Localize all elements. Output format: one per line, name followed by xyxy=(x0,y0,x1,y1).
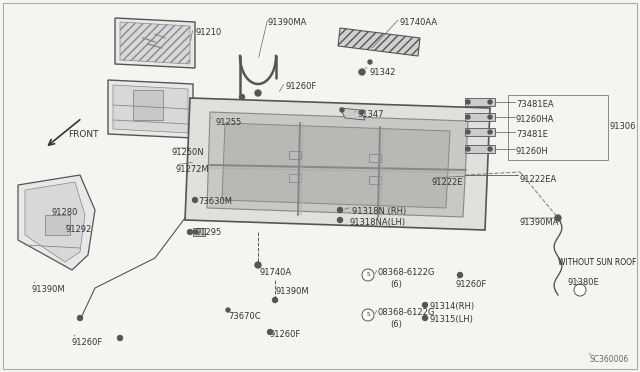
Text: 91272M: 91272M xyxy=(175,165,209,174)
Circle shape xyxy=(255,90,261,96)
Bar xyxy=(369,176,381,184)
Text: 91314(RH): 91314(RH) xyxy=(430,302,475,311)
Circle shape xyxy=(574,284,586,296)
Polygon shape xyxy=(18,175,95,270)
Text: 91306: 91306 xyxy=(610,122,637,131)
Text: (6): (6) xyxy=(390,280,402,289)
Text: 73481EA: 73481EA xyxy=(516,100,554,109)
Bar xyxy=(465,145,495,153)
Text: 91255: 91255 xyxy=(215,118,241,127)
Circle shape xyxy=(362,269,374,281)
Circle shape xyxy=(488,130,492,134)
Circle shape xyxy=(362,309,374,321)
Text: 91260F: 91260F xyxy=(72,338,103,347)
Text: 91280: 91280 xyxy=(52,208,78,217)
Circle shape xyxy=(255,262,261,268)
Text: 91260F: 91260F xyxy=(285,82,316,91)
Bar xyxy=(193,228,205,236)
Bar xyxy=(465,98,495,106)
Text: S: S xyxy=(366,312,370,317)
Text: 91250N: 91250N xyxy=(172,148,205,157)
Circle shape xyxy=(466,130,470,134)
Text: 91342: 91342 xyxy=(370,68,396,77)
Text: 91260HA: 91260HA xyxy=(516,115,554,124)
Bar xyxy=(508,95,608,160)
Text: 91318N (RH): 91318N (RH) xyxy=(352,207,406,216)
Text: WITHOUT SUN ROOF: WITHOUT SUN ROOF xyxy=(558,258,636,267)
Bar xyxy=(289,151,301,159)
Circle shape xyxy=(458,273,463,278)
Text: 91295: 91295 xyxy=(196,228,222,237)
Circle shape xyxy=(422,315,428,321)
Circle shape xyxy=(359,69,365,75)
Text: 91390M: 91390M xyxy=(32,285,66,294)
Text: 91292: 91292 xyxy=(66,225,92,234)
Polygon shape xyxy=(207,112,468,217)
Circle shape xyxy=(340,108,344,112)
Circle shape xyxy=(268,330,273,334)
Bar xyxy=(369,154,381,162)
Text: 91347: 91347 xyxy=(358,110,385,119)
Text: 91740AA: 91740AA xyxy=(400,18,438,27)
Circle shape xyxy=(337,208,342,212)
Circle shape xyxy=(488,100,492,104)
Circle shape xyxy=(193,198,198,202)
Text: 91380E: 91380E xyxy=(568,278,600,287)
Bar xyxy=(465,113,495,121)
Circle shape xyxy=(77,315,83,321)
Circle shape xyxy=(466,147,470,151)
Circle shape xyxy=(273,298,278,302)
Polygon shape xyxy=(120,22,190,64)
Text: 73481E: 73481E xyxy=(516,130,548,139)
Bar xyxy=(133,90,163,120)
Text: 08368-6122G: 08368-6122G xyxy=(378,308,435,317)
Circle shape xyxy=(239,94,244,99)
Text: 91390MA: 91390MA xyxy=(268,18,307,27)
Circle shape xyxy=(360,110,364,114)
Circle shape xyxy=(488,115,492,119)
Circle shape xyxy=(118,336,122,340)
Bar xyxy=(45,215,70,235)
Polygon shape xyxy=(115,18,195,68)
Text: FRONT: FRONT xyxy=(68,130,99,139)
Text: S: S xyxy=(366,273,370,278)
Circle shape xyxy=(466,100,470,104)
Circle shape xyxy=(188,230,193,234)
Polygon shape xyxy=(25,182,85,262)
Text: 91260F: 91260F xyxy=(270,330,301,339)
Circle shape xyxy=(226,308,230,312)
Text: 91222EA: 91222EA xyxy=(520,175,557,184)
Text: (6): (6) xyxy=(390,320,402,329)
Polygon shape xyxy=(113,85,188,133)
Polygon shape xyxy=(108,80,193,138)
Polygon shape xyxy=(222,123,450,208)
Polygon shape xyxy=(338,28,420,56)
Text: 73630M: 73630M xyxy=(198,197,232,206)
Polygon shape xyxy=(185,98,490,230)
Text: 91222E: 91222E xyxy=(432,178,463,187)
Text: 91390MA: 91390MA xyxy=(520,218,559,227)
Text: 91390M: 91390M xyxy=(275,287,308,296)
Text: 91315(LH): 91315(LH) xyxy=(430,315,474,324)
Circle shape xyxy=(337,218,342,222)
Text: 73670C: 73670C xyxy=(228,312,260,321)
Text: 91260F: 91260F xyxy=(455,280,486,289)
Text: 91740A: 91740A xyxy=(260,268,292,277)
Text: 91260H: 91260H xyxy=(516,147,548,156)
Text: SC360006: SC360006 xyxy=(590,355,629,364)
Text: 91210: 91210 xyxy=(195,28,221,37)
Text: 08368-6122G: 08368-6122G xyxy=(378,268,435,277)
Circle shape xyxy=(488,147,492,151)
Circle shape xyxy=(422,302,428,308)
Circle shape xyxy=(368,60,372,64)
Text: 91318NA(LH): 91318NA(LH) xyxy=(350,218,406,227)
Circle shape xyxy=(555,215,561,221)
Polygon shape xyxy=(340,108,365,120)
Circle shape xyxy=(466,115,470,119)
Bar xyxy=(465,128,495,136)
Bar xyxy=(289,174,301,182)
Circle shape xyxy=(194,230,198,234)
